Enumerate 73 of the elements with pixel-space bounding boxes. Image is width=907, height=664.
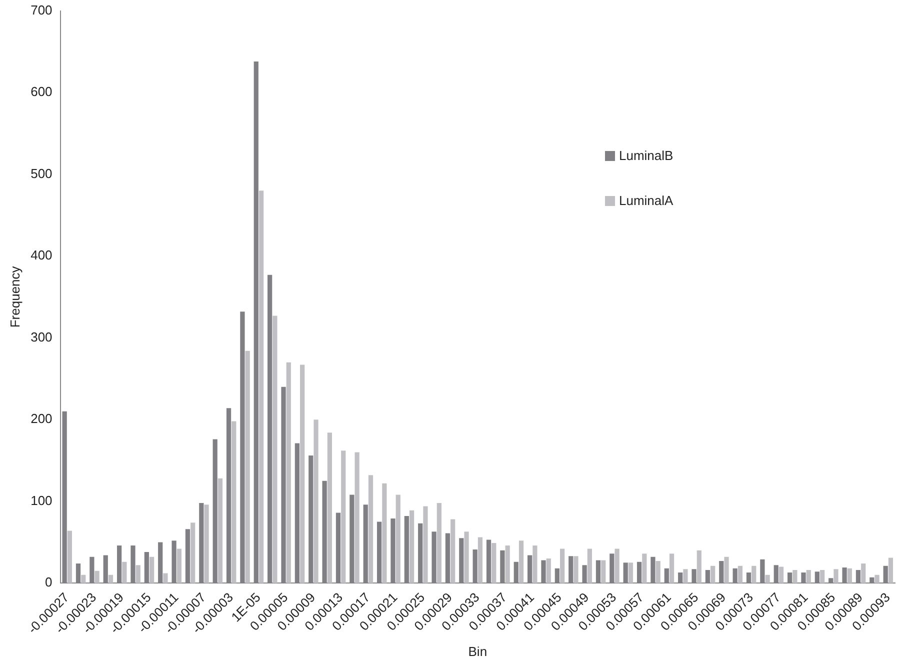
bar [492,543,496,584]
bar [656,561,660,584]
bar [778,566,784,584]
bar [258,190,264,584]
bar [532,545,538,584]
bar [683,569,688,584]
bar [628,562,634,584]
bar [574,556,578,584]
bar [464,532,469,584]
bar [382,483,387,584]
bar [300,364,305,584]
bar [696,550,702,584]
bar [614,548,620,584]
y-tick-label: 100 [30,492,52,508]
bar [94,570,100,584]
bar [272,316,278,584]
bar [752,566,756,584]
bar [245,350,250,584]
bar [409,510,414,584]
bar [232,421,236,584]
bar [765,574,770,584]
bar [122,562,127,584]
y-tick-label: 200 [30,411,52,426]
y-axis-title: Frequency [7,266,22,328]
bar [163,573,168,584]
bar [601,560,606,584]
bar [861,563,866,584]
bar [874,574,880,584]
bar [642,554,647,584]
bar [327,432,332,584]
bar [546,558,551,584]
bar [738,566,743,584]
y-tick-label: 400 [30,248,52,263]
bar [792,570,798,584]
bar [108,574,114,584]
bar [847,568,852,584]
bar [436,502,442,584]
y-tick-label: 300 [30,329,52,344]
bar [67,530,72,584]
bar [136,565,140,584]
bar [669,554,674,584]
bar [560,548,565,584]
bar [286,362,291,584]
bar [190,522,196,584]
bar [710,566,716,584]
bar [888,558,894,584]
bar [396,494,400,584]
bar [81,574,86,584]
y-tick-label: 500 [30,166,52,181]
legend-label: LuminalA [619,193,674,208]
bar [423,506,428,584]
legend-label: LuminalB [619,148,674,163]
bar [314,420,318,584]
bar [478,537,483,584]
bar [505,545,510,584]
bar [518,540,524,584]
bar [820,570,825,584]
y-tick-label: 600 [30,84,52,100]
y-tick-label: 700 [30,2,52,18]
bar [450,519,456,584]
bar [724,556,729,584]
bar [354,452,360,584]
bar [149,556,154,584]
x-axis-title: Bin [468,644,488,659]
bar [218,478,223,584]
bar [176,548,182,584]
bar [204,504,209,584]
bar [834,569,838,584]
bar [587,548,592,584]
bar [368,475,374,584]
bar [806,570,811,584]
y-tick-label: 0 [45,574,52,590]
bar [341,450,346,584]
